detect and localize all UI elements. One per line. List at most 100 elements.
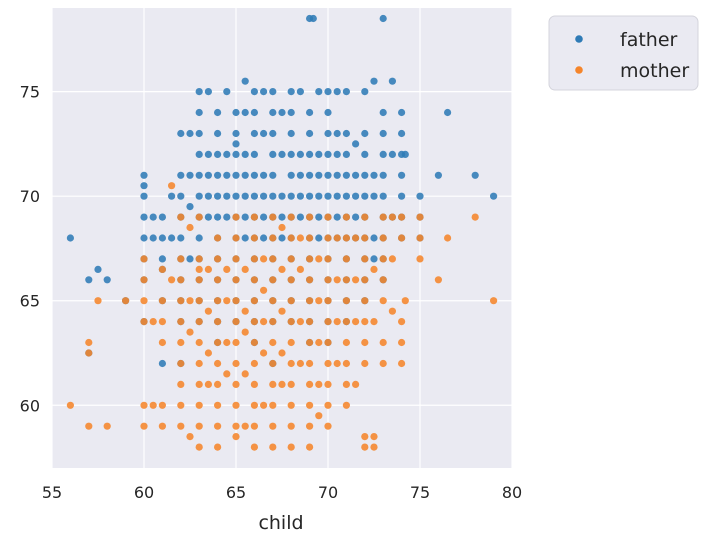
point-father bbox=[214, 213, 222, 221]
point-father bbox=[204, 171, 212, 179]
point-mother bbox=[296, 265, 304, 273]
point-mother bbox=[186, 433, 194, 441]
point-mother bbox=[250, 401, 258, 409]
point-father bbox=[342, 88, 350, 96]
point-mother bbox=[379, 359, 387, 368]
point-mother bbox=[260, 255, 268, 263]
point-mother bbox=[388, 213, 396, 221]
point-mother bbox=[342, 338, 350, 347]
point-mother bbox=[342, 380, 350, 388]
point-mother bbox=[204, 307, 212, 315]
point-father bbox=[269, 108, 277, 117]
point-mother bbox=[214, 255, 222, 263]
point-mother bbox=[66, 401, 74, 409]
point-mother bbox=[250, 213, 258, 221]
point-father bbox=[379, 129, 387, 138]
point-mother bbox=[401, 297, 409, 305]
point-father bbox=[287, 108, 295, 117]
point-mother bbox=[177, 318, 185, 326]
point-father bbox=[296, 150, 304, 158]
y-tick-label: 60 bbox=[20, 396, 40, 415]
point-mother bbox=[177, 401, 185, 409]
y-tick-label: 70 bbox=[20, 187, 40, 206]
point-mother bbox=[416, 213, 424, 221]
point-mother bbox=[195, 213, 203, 221]
point-mother bbox=[223, 297, 231, 305]
point-father bbox=[333, 129, 341, 138]
point-mother bbox=[352, 276, 360, 284]
point-father bbox=[186, 129, 194, 138]
point-mother bbox=[379, 213, 387, 221]
point-father bbox=[223, 192, 231, 200]
point-father bbox=[333, 213, 341, 221]
point-father bbox=[287, 88, 295, 96]
point-father bbox=[195, 234, 203, 242]
point-father bbox=[177, 129, 185, 138]
point-mother bbox=[370, 433, 378, 441]
point-mother bbox=[315, 338, 323, 347]
point-father bbox=[269, 129, 277, 138]
point-mother bbox=[177, 338, 185, 347]
point-father bbox=[370, 255, 378, 263]
point-mother bbox=[324, 401, 332, 409]
point-mother bbox=[315, 297, 323, 305]
point-mother bbox=[333, 318, 341, 326]
point-mother bbox=[214, 401, 222, 409]
point-mother bbox=[195, 422, 203, 430]
point-mother bbox=[388, 307, 396, 315]
point-mother bbox=[250, 422, 258, 430]
point-mother bbox=[278, 265, 286, 273]
point-mother bbox=[204, 380, 212, 388]
point-father bbox=[278, 192, 286, 200]
point-mother bbox=[250, 276, 258, 284]
point-mother bbox=[361, 234, 369, 242]
point-mother bbox=[269, 359, 277, 368]
point-mother bbox=[177, 255, 185, 263]
point-mother bbox=[195, 297, 203, 305]
point-father bbox=[401, 150, 409, 158]
point-mother bbox=[278, 349, 286, 357]
point-father bbox=[214, 192, 222, 200]
point-father bbox=[269, 171, 277, 179]
point-father bbox=[352, 171, 360, 179]
point-mother bbox=[177, 380, 185, 388]
y-tick-labels: 60 65 70 75 bbox=[20, 83, 40, 416]
point-father bbox=[85, 276, 93, 284]
point-father bbox=[94, 265, 102, 273]
point-mother bbox=[250, 234, 258, 242]
point-mother bbox=[379, 255, 387, 263]
point-mother bbox=[306, 443, 314, 451]
point-mother bbox=[342, 318, 350, 326]
point-mother bbox=[306, 297, 314, 305]
point-father bbox=[388, 150, 396, 158]
point-father bbox=[158, 255, 166, 263]
point-father bbox=[278, 150, 286, 158]
point-mother bbox=[361, 318, 369, 326]
point-mother bbox=[361, 359, 369, 368]
point-father bbox=[490, 192, 498, 200]
point-mother bbox=[158, 265, 166, 273]
point-father bbox=[315, 213, 323, 221]
point-mother bbox=[490, 297, 498, 305]
point-father bbox=[379, 150, 387, 158]
point-mother bbox=[398, 318, 406, 326]
point-father bbox=[379, 108, 387, 117]
point-mother bbox=[278, 223, 286, 232]
point-mother bbox=[232, 338, 240, 347]
point-mother bbox=[287, 380, 295, 388]
x-tick-label: 60 bbox=[134, 483, 154, 502]
point-father bbox=[342, 192, 350, 200]
point-father bbox=[434, 171, 442, 179]
point-mother bbox=[158, 422, 166, 430]
point-mother bbox=[379, 338, 387, 347]
point-mother bbox=[287, 422, 295, 430]
point-mother bbox=[204, 349, 212, 357]
point-father bbox=[204, 213, 212, 221]
point-mother bbox=[287, 359, 295, 368]
point-mother bbox=[388, 255, 396, 263]
point-father bbox=[232, 108, 240, 117]
point-father bbox=[103, 276, 111, 284]
point-father bbox=[324, 171, 332, 179]
point-father bbox=[352, 213, 360, 221]
point-mother bbox=[361, 276, 369, 284]
